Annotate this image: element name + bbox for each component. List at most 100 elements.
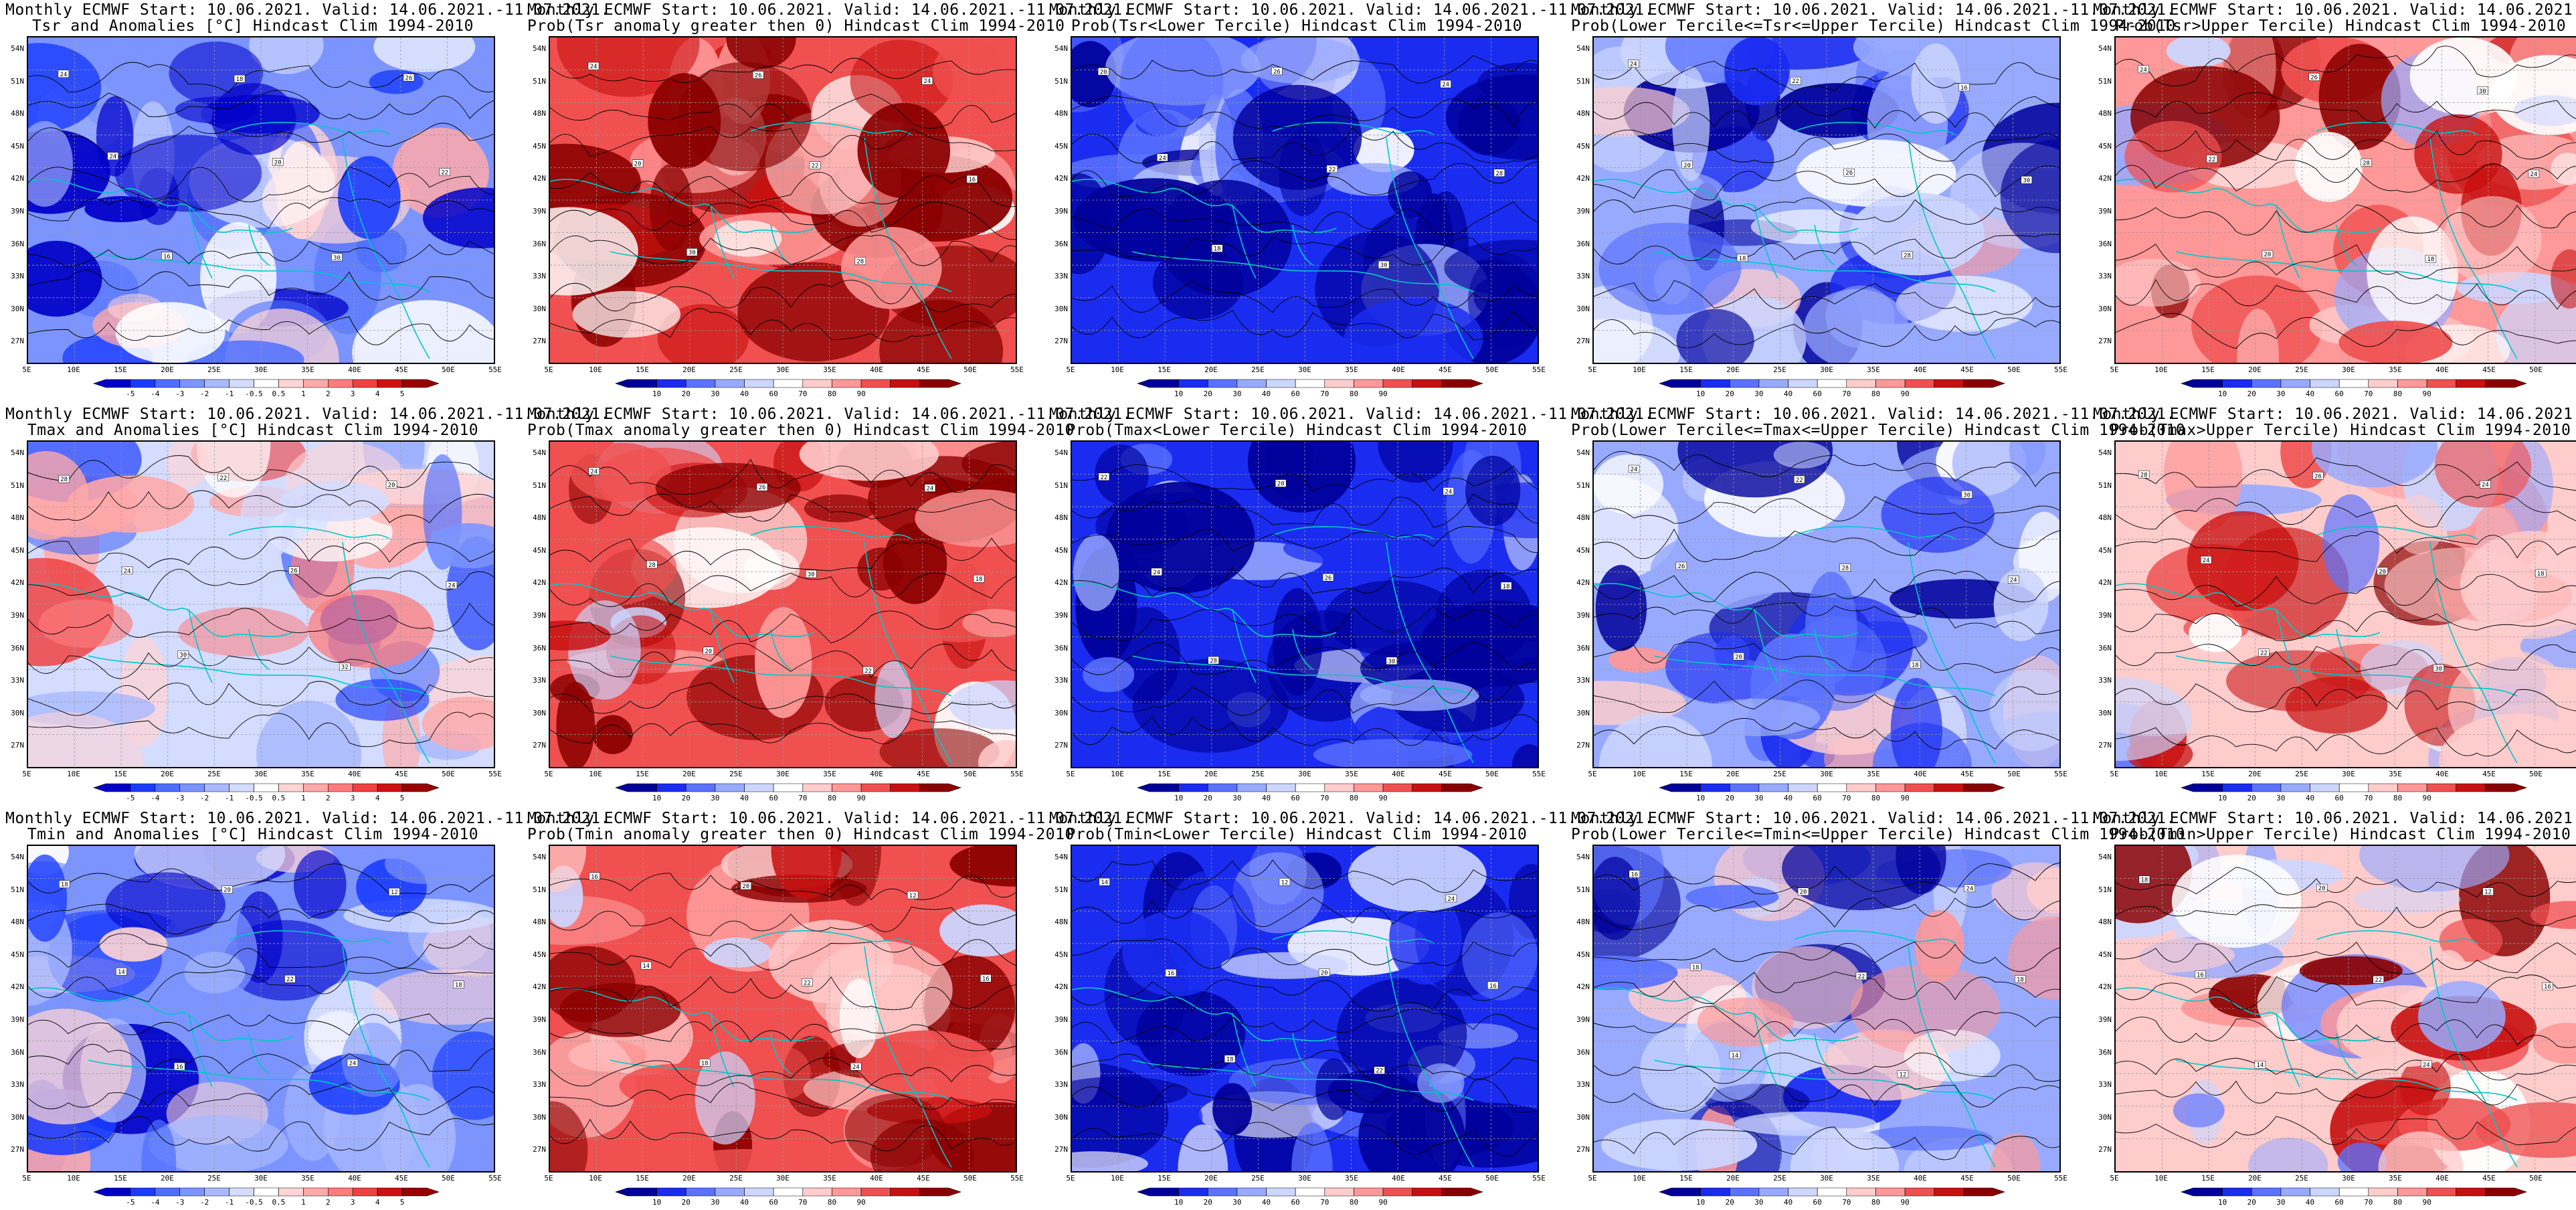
longitude-label: 5E xyxy=(1059,365,1083,374)
colorbar-tick-label: 90 xyxy=(1895,1198,1915,1207)
colorbar-segment xyxy=(1137,379,1179,387)
colorbar-segment xyxy=(2339,784,2369,792)
colorbar-tick-label: 80 xyxy=(822,1198,842,1207)
contour-label: 22 xyxy=(1794,476,1805,484)
contour-label: 18 xyxy=(453,981,464,989)
colorbar-segment xyxy=(919,1188,961,1196)
svg-text:24: 24 xyxy=(590,64,597,70)
colorbar xyxy=(92,1187,440,1198)
longitude-label: 20E xyxy=(1721,365,1745,374)
colorbar-tick-label: 30 xyxy=(1749,390,1769,398)
colorbar-tick-label: 40 xyxy=(1778,390,1799,398)
latitude-label: 27N xyxy=(2085,741,2112,750)
contour-label: 16 xyxy=(1629,870,1640,878)
colorbar-segment xyxy=(1875,379,1905,387)
latitude-label: 54N xyxy=(0,853,24,861)
colorbar-tick-label: 20 xyxy=(1198,1198,1218,1207)
contour-label: 22 xyxy=(2207,155,2217,163)
field-blob xyxy=(1904,1030,2001,1082)
field-blob xyxy=(39,600,133,648)
panel-title: Monthly ECMWF Start: 10.06.2021. Valid: … xyxy=(2093,810,2576,827)
colorbar-tick-label: 80 xyxy=(2387,794,2407,802)
contour-label: 30 xyxy=(331,254,342,262)
svg-text:18: 18 xyxy=(1912,662,1919,669)
latitude-label: 42N xyxy=(2085,174,2112,183)
svg-text:16: 16 xyxy=(1168,970,1175,977)
contour-label: 16 xyxy=(589,873,600,881)
svg-text:18: 18 xyxy=(455,982,462,989)
contour-label: 30 xyxy=(2433,665,2444,673)
contour-label: 20 xyxy=(1734,653,1744,661)
longitude-label: 45E xyxy=(1433,1174,1457,1183)
longitude-label: 20E xyxy=(1199,1174,1223,1183)
svg-text:20: 20 xyxy=(705,649,712,655)
colorbar-segment xyxy=(919,379,961,387)
colorbar-segment xyxy=(328,379,353,387)
contour-label: 24 xyxy=(122,567,132,575)
colorbar-tick-label: 80 xyxy=(822,794,842,802)
contour-label: 18 xyxy=(1224,1055,1235,1063)
colorbar-segment xyxy=(254,784,279,792)
panel-title: Monthly ECMWF Start: 10.06.2021. Valid: … xyxy=(1049,1,1544,19)
colorbar-segment xyxy=(94,379,130,387)
contour-label: 24 xyxy=(2480,481,2490,489)
svg-text:16: 16 xyxy=(2197,972,2204,978)
colorbar-tick-label: 40 xyxy=(1257,390,1277,398)
colorbar xyxy=(1136,1187,1484,1198)
field-blob xyxy=(1994,568,2049,641)
colorbar-tick-label: 20 xyxy=(1720,794,1740,802)
field-blob xyxy=(2443,196,2542,284)
colorbar-tick-label: 70 xyxy=(2359,1198,2379,1207)
colorbar-segment xyxy=(1875,1188,1905,1196)
longitude-label: 55E xyxy=(483,365,507,374)
latitude-label: 48N xyxy=(1041,513,1068,522)
colorbar-segment xyxy=(2397,379,2427,387)
contour-label: 24 xyxy=(1157,154,1168,162)
colorbar-segment xyxy=(2369,1188,2398,1196)
svg-text:24: 24 xyxy=(1153,570,1160,576)
contour-label: 26 xyxy=(1271,68,1282,76)
contour-label: 18 xyxy=(2535,570,2546,578)
latitude-label: 39N xyxy=(519,207,546,215)
colorbar-tick-label: -3 xyxy=(170,1198,190,1207)
colorbar-segment xyxy=(2310,784,2340,792)
svg-text:14: 14 xyxy=(642,963,650,970)
contour-label: 30 xyxy=(1962,491,1972,499)
svg-text:24: 24 xyxy=(124,568,131,575)
longitude-label: 50E xyxy=(436,1174,460,1183)
latitude-label: 36N xyxy=(2085,644,2112,653)
colorbar-tick-label: 10 xyxy=(1169,1198,1189,1207)
colorbar-tick-label: 40 xyxy=(735,1198,755,1207)
latitude-label: 39N xyxy=(519,611,546,620)
contour-label: 24 xyxy=(2138,66,2148,74)
latitude-label: 54N xyxy=(1563,853,1590,861)
svg-text:22: 22 xyxy=(441,170,448,177)
longitude-label: 40E xyxy=(1908,365,1932,374)
colorbar-segment xyxy=(1325,784,1354,792)
colorbar-tick-label: 10 xyxy=(2213,794,2233,802)
contour-label: 24 xyxy=(2008,576,2019,584)
field-blob xyxy=(1465,456,1520,526)
latitude-label: 36N xyxy=(1041,644,1068,653)
colorbar-tick-label: 40 xyxy=(2300,390,2320,398)
svg-text:28: 28 xyxy=(1841,566,1849,572)
colorbar-segment xyxy=(1905,379,1934,387)
contour-label: 22 xyxy=(810,162,820,170)
colorbar-segment xyxy=(2397,784,2427,792)
colorbar-tick-label: 90 xyxy=(851,390,871,398)
latitude-label: 48N xyxy=(1563,918,1590,926)
colorbar-segment xyxy=(1963,784,2005,792)
colorbar-segment xyxy=(254,379,279,387)
colorbar-segment xyxy=(832,1188,861,1196)
svg-text:30: 30 xyxy=(688,250,696,256)
contour-label: 22 xyxy=(802,978,812,986)
svg-text:12: 12 xyxy=(1281,879,1288,886)
colorbar xyxy=(614,783,962,794)
colorbar-segment xyxy=(891,1188,920,1196)
contour-label: 26 xyxy=(1844,169,1855,177)
longitude-label: 45E xyxy=(911,365,935,374)
colorbar-tick-label: 30 xyxy=(1227,1198,1247,1207)
